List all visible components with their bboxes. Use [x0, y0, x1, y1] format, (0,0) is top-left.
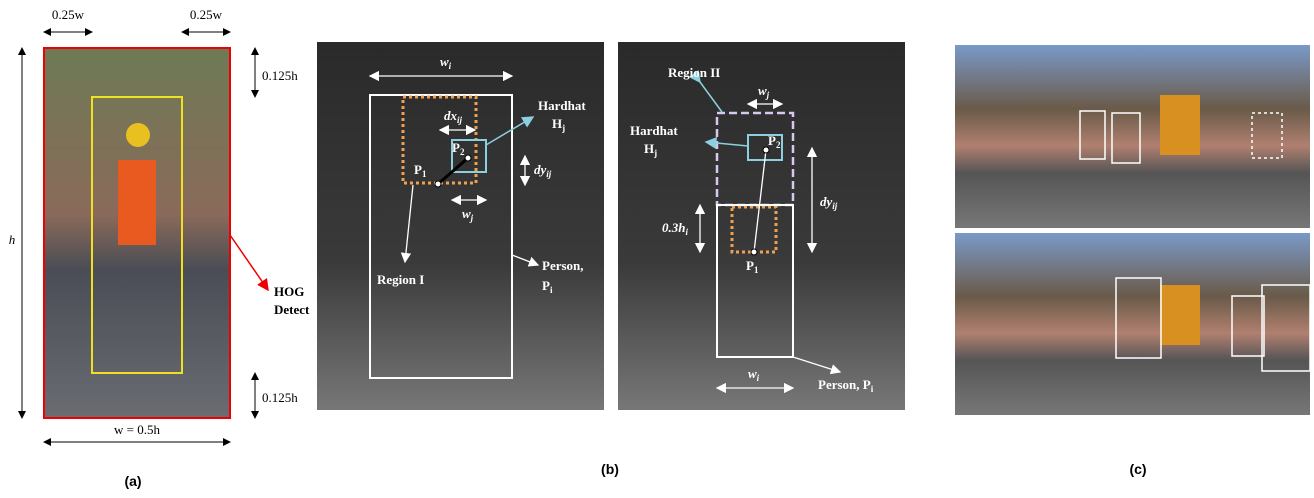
label: Person,: [542, 258, 584, 273]
photo: [955, 45, 1310, 228]
photo: [955, 233, 1310, 415]
caption: (c): [1129, 461, 1146, 477]
point: [435, 181, 441, 187]
arrow: [230, 235, 268, 290]
dim-label: w = 0.5h: [114, 422, 160, 437]
caption: (b): [601, 461, 619, 477]
dim-label: 0.125h: [262, 390, 298, 405]
dim-label: 0.125h: [262, 68, 298, 83]
point: [465, 155, 471, 161]
dim-label: 0.3hi: [662, 220, 688, 237]
machine: [1160, 285, 1200, 345]
dim-label: 0.25w: [52, 7, 85, 22]
label: Region I: [377, 272, 424, 287]
label: Hardhat: [538, 98, 586, 113]
label: Region II: [668, 65, 720, 80]
machine: [1160, 95, 1200, 155]
label: Person, Pi: [818, 377, 874, 394]
detector-label: HOG: [274, 284, 304, 299]
point: [751, 249, 757, 255]
dim-label: 0.25w: [190, 7, 223, 22]
caption: (a): [124, 473, 141, 489]
detector-label: Detect: [274, 302, 310, 317]
person: [118, 160, 156, 245]
page: 0.25w 0.25w 0.125h h 0.125h w = 0.5h HOG…: [0, 0, 1314, 498]
label: Hardhat: [630, 123, 678, 138]
dim-label: h: [9, 232, 16, 247]
figure: 0.25w 0.25w 0.125h h 0.125h w = 0.5h HOG…: [0, 0, 1314, 498]
hardhat: [126, 123, 150, 147]
